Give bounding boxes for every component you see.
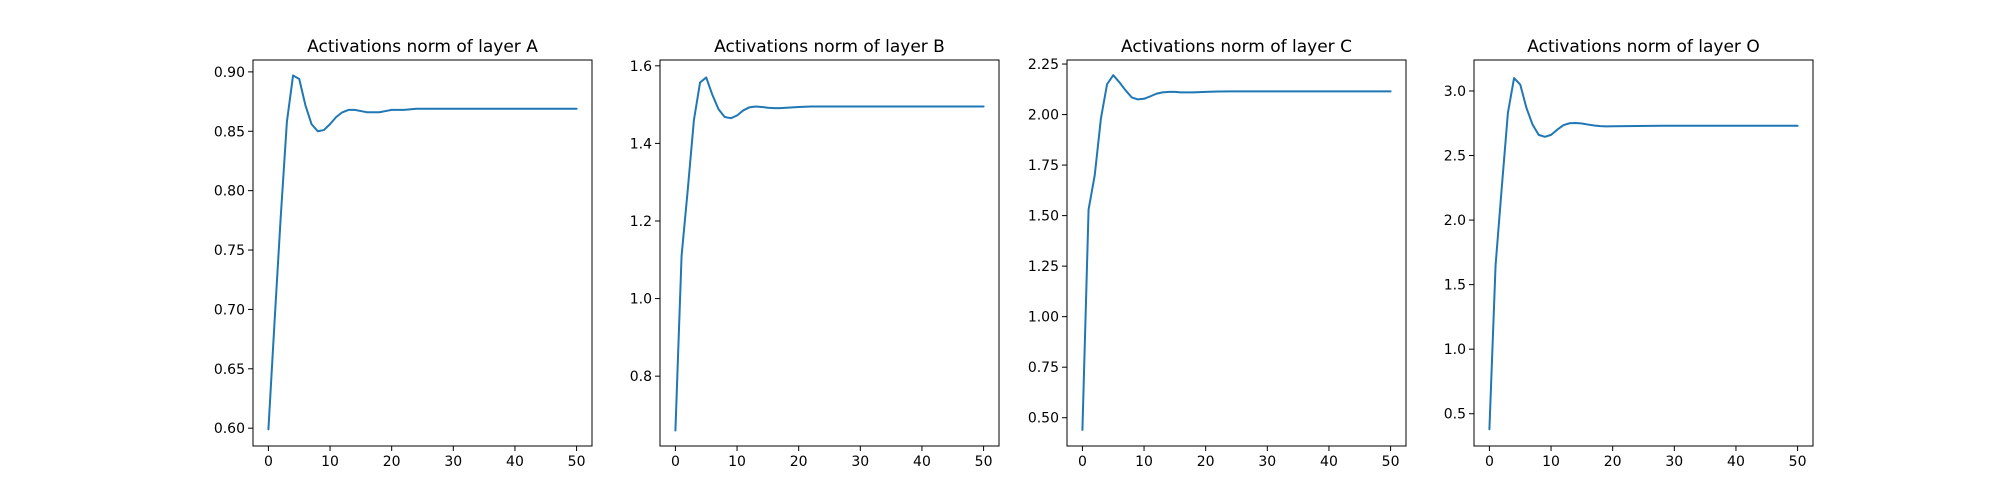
y-tick-label: 1.00 bbox=[1028, 310, 1059, 326]
chart-panel-3: Activations norm of layer C 0 10 20 30 40 50 0.… bbox=[1028, 37, 1407, 470]
y-tick-label: 0.50 bbox=[1028, 411, 1059, 427]
x-tick-label: 0 bbox=[1078, 454, 1087, 470]
y-tick-label: 2.5 bbox=[1444, 149, 1466, 165]
y-tick-label: 1.0 bbox=[630, 292, 652, 308]
x-tick-label: 30 bbox=[1665, 454, 1683, 470]
chart-title: Activations norm of layer C bbox=[1121, 37, 1352, 57]
y-tick-label: 2.0 bbox=[1444, 213, 1466, 229]
x-tick-label: 40 bbox=[1320, 454, 1338, 470]
chart-title: Activations norm of layer B bbox=[714, 37, 945, 57]
chart-panel-2: Activations norm of layer B 0 10 20 30 40 50 0.… bbox=[630, 37, 1000, 470]
y-tick-label: 2.00 bbox=[1028, 108, 1059, 124]
x-tick-label: 10 bbox=[1542, 454, 1560, 470]
y-tick-label: 1.0 bbox=[1444, 342, 1466, 358]
x-tick-label: 50 bbox=[568, 454, 586, 470]
series-line bbox=[1488, 77, 1799, 431]
plot-frame bbox=[1473, 59, 1814, 447]
y-tick-label: 1.2 bbox=[630, 214, 652, 230]
x-tick-label: 40 bbox=[913, 454, 931, 470]
x-tick-label: 40 bbox=[506, 454, 524, 470]
y-tick-label: 0.80 bbox=[214, 184, 245, 200]
x-tick-label: 30 bbox=[851, 454, 869, 470]
x-tick-label: 50 bbox=[1789, 454, 1807, 470]
y-tick-label: 0.85 bbox=[214, 124, 245, 140]
x-tick-label: 10 bbox=[728, 454, 746, 470]
chart-panel-1: Activations norm of layer A 0 10 20 30 40 50 0.… bbox=[214, 37, 593, 470]
y-tick-label: 3.0 bbox=[1444, 84, 1466, 100]
plot-frame bbox=[659, 59, 1000, 447]
y-tick-label: 0.70 bbox=[214, 302, 245, 318]
x-tick-label: 50 bbox=[975, 454, 993, 470]
x-tick-label: 40 bbox=[1727, 454, 1745, 470]
x-tick-label: 10 bbox=[1135, 454, 1153, 470]
chart-title: Activations norm of layer O bbox=[1527, 37, 1759, 57]
plot-frame bbox=[252, 59, 593, 447]
series-line bbox=[674, 76, 985, 432]
y-tick-label: 0.5 bbox=[1444, 407, 1466, 423]
x-tick-label: 30 bbox=[444, 454, 462, 470]
x-tick-label: 20 bbox=[1604, 454, 1622, 470]
x-tick-label: 10 bbox=[321, 454, 339, 470]
y-tick-label: 2.25 bbox=[1028, 57, 1059, 73]
y-tick-label: 1.5 bbox=[1444, 278, 1466, 294]
y-tick-label: 1.25 bbox=[1028, 259, 1059, 275]
y-tick-label: 1.50 bbox=[1028, 209, 1059, 225]
series-line bbox=[267, 74, 578, 431]
y-tick-label: 0.75 bbox=[1028, 360, 1059, 376]
y-tick-label: 0.60 bbox=[214, 421, 245, 437]
y-tick-label: 0.75 bbox=[214, 243, 245, 259]
y-tick-label: 0.8 bbox=[630, 369, 652, 385]
x-tick-label: 0 bbox=[1485, 454, 1494, 470]
y-tick-label: 1.4 bbox=[630, 136, 652, 152]
chart-panel-4: Activations norm of layer O 0 10 20 30 40 50 0.… bbox=[1444, 37, 1814, 470]
x-tick-label: 0 bbox=[264, 454, 273, 470]
x-tick-label: 20 bbox=[1197, 454, 1215, 470]
x-tick-label: 50 bbox=[1382, 454, 1400, 470]
x-tick-label: 20 bbox=[383, 454, 401, 470]
x-tick-label: 30 bbox=[1258, 454, 1276, 470]
series-line bbox=[1081, 74, 1392, 431]
x-tick-label: 20 bbox=[790, 454, 808, 470]
y-tick-label: 0.90 bbox=[214, 65, 245, 81]
y-tick-label: 0.65 bbox=[214, 362, 245, 378]
y-tick-label: 1.6 bbox=[630, 59, 652, 75]
y-tick-label: 1.75 bbox=[1028, 158, 1059, 174]
chart-title: Activations norm of layer A bbox=[307, 37, 538, 57]
x-tick-label: 0 bbox=[671, 454, 680, 470]
plot-frame bbox=[1066, 59, 1407, 447]
